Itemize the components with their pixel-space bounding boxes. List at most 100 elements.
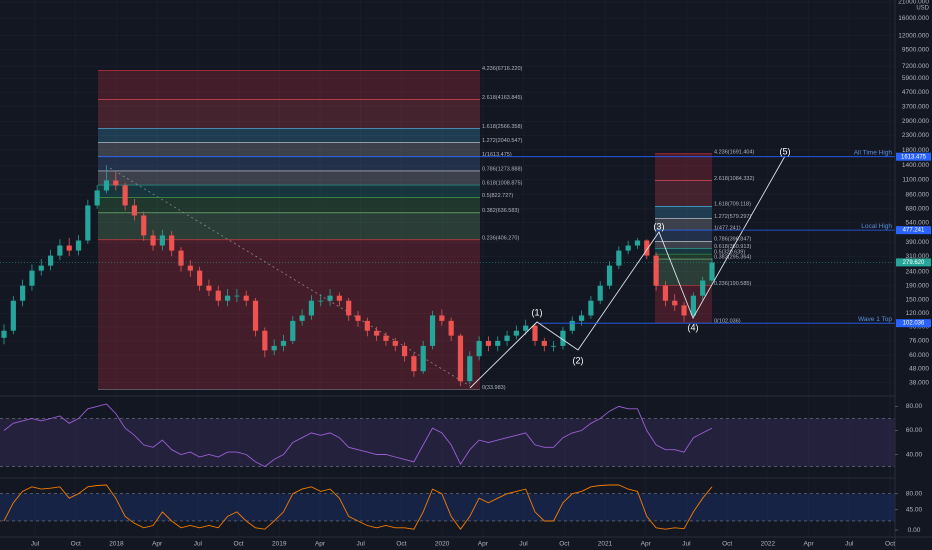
price-tick-label: 190.000: [906, 282, 930, 289]
price-tick-label: 48.000: [909, 365, 929, 372]
candle-body: [187, 265, 193, 271]
fib-label: 2.618(1084.332): [714, 176, 755, 182]
price-tag-label: 279.620: [903, 260, 925, 266]
fib-label: 0(102.036): [714, 319, 741, 325]
candle-body: [662, 285, 669, 301]
fib-label: 0(33.983): [482, 385, 506, 391]
candle-body: [401, 345, 408, 357]
fib-band: [655, 206, 712, 219]
fib-label: 0.5(822.727): [482, 193, 513, 199]
candle-body: [551, 345, 557, 347]
wave-label: (3): [654, 221, 665, 231]
candle-body: [644, 240, 650, 256]
candle-body: [141, 215, 147, 236]
time-tick-label: Jul: [845, 541, 854, 548]
time-tick-label: Oct: [885, 541, 895, 548]
candle-body: [280, 340, 287, 346]
candle-body: [606, 265, 613, 286]
price-tick-label: 390.000: [906, 239, 930, 246]
fib-label: 1(477.241): [714, 226, 741, 232]
price-tick-label: 2900.000: [902, 118, 929, 125]
time-tick-label: Apr: [641, 541, 652, 548]
candle-body: [290, 320, 296, 341]
candle-body: [197, 270, 203, 286]
price-tick-label: 5900.000: [902, 75, 929, 82]
candle-body: [252, 300, 259, 331]
fib-band: [98, 128, 480, 143]
candle-body: [485, 340, 492, 346]
fib-band: [655, 230, 712, 242]
candle-body: [262, 330, 268, 351]
fib-band: [655, 248, 712, 255]
price-tag-label: 477.241: [903, 228, 925, 234]
fib-band: [98, 197, 480, 213]
time-tick-label: 2022: [761, 541, 776, 548]
price-tick-label: 310.000: [906, 253, 930, 260]
fib-label: 0.786(396.847): [714, 237, 751, 243]
price-tick-label: 540.000: [906, 219, 930, 226]
candle-body: [653, 255, 659, 286]
price-tick-label: 76.000: [909, 338, 929, 345]
fib-label: 0.236(190.585): [714, 281, 751, 287]
price-tick-label: 3700.000: [902, 103, 929, 110]
candle-body: [1, 330, 7, 338]
fib-band: [98, 156, 480, 171]
price-tick-label: 240.000: [906, 268, 930, 275]
price-tick-label: 60.000: [909, 352, 929, 359]
candle-body: [476, 340, 482, 357]
candle-body: [150, 235, 156, 246]
candle-body: [346, 300, 352, 316]
time-tick-label: Jul: [682, 541, 691, 548]
price-tick-label: 7200.000: [902, 63, 929, 70]
candle-body: [234, 295, 240, 297]
candle-body: [29, 270, 35, 286]
horizontal-line-label: Local High: [861, 223, 892, 230]
price-tick-label: 2300.000: [902, 132, 929, 139]
fib-label: 2.618(4163.845): [482, 95, 523, 101]
candle-body: [457, 335, 464, 382]
candles: [1, 165, 715, 386]
fib-band: [98, 170, 480, 186]
candle-body: [103, 180, 110, 191]
price-tag-label: 102.036: [903, 321, 925, 327]
indicator-tick-label: 60.00: [906, 427, 923, 434]
time-tick-label: Apr: [315, 541, 326, 548]
time-tick-label: Apr: [478, 541, 489, 548]
fib-label: 0.382(295.364): [714, 255, 751, 261]
candle-body: [336, 295, 342, 301]
wave-label: (2): [573, 355, 584, 365]
candle-body: [122, 185, 128, 206]
candle-body: [94, 190, 100, 206]
candle-body: [243, 295, 249, 301]
indicator-band: [0, 418, 895, 467]
candle-body: [57, 245, 63, 256]
fib-label: 0.786(1273.888): [482, 166, 523, 172]
candle-body: [178, 250, 184, 266]
wave-path: [469, 155, 786, 389]
candle-body: [85, 205, 91, 241]
currency-label: USD: [916, 6, 929, 12]
candle-body: [672, 300, 678, 306]
time-tick-label: Oct: [722, 541, 732, 548]
price-tag: [896, 152, 931, 161]
time-tick-label: 2020: [435, 541, 450, 548]
price-tick-label: 16000.000: [898, 15, 929, 22]
candle-body: [700, 280, 706, 296]
indicator-line: [3, 484, 713, 530]
candle-body: [383, 335, 389, 341]
candle-body: [588, 300, 594, 316]
fib-band: [98, 142, 480, 157]
time-tick-label: 2019: [272, 541, 287, 548]
horizontal-line-label: All Time High: [854, 149, 893, 156]
fib-label: 1(1613.475): [482, 152, 512, 158]
price-tick-label: 1800.000: [902, 147, 929, 154]
time-tick-label: Apr: [804, 541, 815, 548]
fib-label: 1.272(2040.547): [482, 138, 523, 144]
indicator-tick-label: 80.00: [906, 403, 923, 410]
indicator-line: [3, 403, 713, 468]
fib-label: 4.236(6716.220): [482, 66, 523, 72]
wave-label: (1): [532, 307, 543, 317]
wave-label: (5): [780, 146, 791, 156]
candle-body: [616, 250, 622, 266]
